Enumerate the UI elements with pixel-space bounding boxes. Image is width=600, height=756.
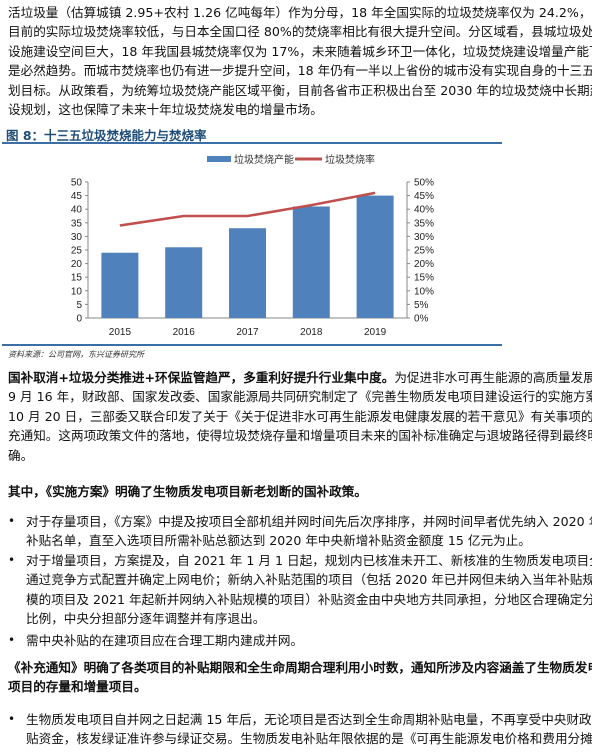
text-line: 充通知。这两项政策文件的落地，使得垃圾焚烧存量和增量项目未来的国补标准确定与退坡…	[8, 428, 592, 444]
right-tick-label: 5%	[414, 300, 429, 311]
x-tick-label: 2017	[236, 327, 259, 338]
text-line: 9 月 16 年，财政部、国家发改委、国家能源局共同研究制定了《完善生物质发电项…	[8, 389, 592, 405]
right-tick-label: 10%	[414, 286, 434, 297]
text-line: 项目的存量和增量项目。	[8, 679, 147, 695]
right-tick-label: 15%	[414, 273, 434, 284]
right-tick-label: 45%	[414, 191, 434, 202]
left-tick-label: 40	[71, 205, 83, 216]
text-line: 其中，《实施方案》明确了生物质发电项目新老划断的国补政策。	[8, 484, 367, 499]
bullet-icon: •	[8, 712, 16, 726]
figure-bottom-rule	[2, 344, 502, 346]
text-line: 确。	[8, 447, 34, 463]
legend-bar-swatch	[207, 156, 231, 162]
text-line: 设规划，这也保障了未来十年垃圾焚烧发电的增量市场。	[8, 101, 323, 117]
bullet-item: 对于存量项目，《方案》中提及按项目全部机组并网时间先后次序排序，并网时间早者优先…	[26, 512, 592, 551]
left-tick-label: 30	[71, 232, 83, 243]
figure-source: 资料来源：公司官网，东兴证券研究所	[8, 350, 144, 359]
figure-title: 图 8：十三五垃圾焚烧能力与焚烧率	[6, 128, 207, 143]
bullet-icon: •	[8, 633, 16, 647]
text-line: 比例，中央分担部分逐年调整并有序退出。	[26, 611, 266, 627]
bullet-item: 生物质发电项目自并网之日起满 15 年后，无论项目是否达到全生命周期补贴电量，不…	[26, 710, 592, 749]
text-line: 通过竞争方式配置并确定上网电价；新纳入补贴范围的项目（包括 2020 年已并网但…	[26, 572, 592, 588]
legend-bar-label: 垃圾焚烧产能	[234, 153, 294, 166]
chart-legend: 垃圾焚烧产能 垃圾焚烧率	[207, 153, 375, 166]
bar-2018	[292, 206, 330, 318]
rate-line	[119, 191, 376, 227]
text-line: 《补充通知》明确了各类项目的补贴期限和全生命周期合理利用小时数，通知所涉及内容涵…	[8, 660, 592, 675]
text-line: 补贴名单，直至入选项目所需补贴总额达到 2020 年中央新增补贴资金额度 15 …	[26, 533, 531, 549]
bar-2019	[356, 195, 394, 318]
text-line: 对于存量项目，《方案》中提及按项目全部机组并网时间先后次序排序，并网时间早者优先…	[26, 514, 592, 529]
right-tick-label: 25%	[414, 246, 434, 257]
bar-2017	[229, 228, 266, 318]
text-line: 是必然趋势。而城市焚烧率也仍有进一步提升空间，18 年仍有一半以上省份的城市没有…	[8, 63, 592, 79]
bullet-item: 需中央补贴的在建项目应在合理工期内建成并网。	[26, 631, 592, 650]
left-tick-label: 35	[71, 218, 83, 229]
left-tick-label: 45	[71, 191, 83, 202]
paragraph-lead: 国补取消+垃圾分类推进+环保监管趋严，多重利好提升行业集中度。	[8, 370, 395, 385]
left-tick-label: 50	[71, 178, 83, 189]
paragraph-2: 国补取消+垃圾分类推进+环保监管趋严，多重利好提升行业集中度。为促进非水可再生能…	[8, 368, 592, 465]
right-tick-label: 0%	[414, 314, 429, 325]
bullet-item: 对于增量项目，方案提及，自 2021 年 1 月 1 日起，规划内已核准未开工、…	[26, 551, 592, 629]
bullet-icon: •	[8, 514, 16, 528]
bullet-icon: •	[8, 553, 16, 567]
text-span: 为促进非水可再生能源的高质量发展，	[394, 370, 592, 385]
combo-chart: 垃圾焚烧产能 垃圾焚烧率 0 5 10 15 20 25 30 35 40 45 50 0% 5% 10%…	[71, 153, 434, 338]
text-line: 国补取消+垃圾分类推进+环保监管趋严，多重利好提升行业集中度。为促进非水可再生能…	[8, 368, 592, 387]
paragraph-3: 其中，《实施方案》明确了生物质发电项目新老划断的国补政策。	[8, 482, 592, 501]
text-line: 10 月 20 日，三部委又联合印发了关于《关于促进非水可再生能源发电健康发展的…	[8, 408, 592, 424]
bar-2016	[165, 247, 203, 318]
left-tick-label: 25	[71, 246, 83, 257]
paragraph-4: 《补充通知》明确了各类项目的补贴期限和全生命周期合理利用小时数，通知所涉及内容涵…	[8, 658, 592, 697]
text-line: 贴资金，核发绿证准许参与绿证交易。生物质发电补贴年限依据的是《可再生能源发电价格…	[26, 731, 592, 747]
text-line: 目前的实际垃圾焚烧率较低，与日本全国口径 80%的焚烧率相比有很大提升空间。分区…	[8, 24, 592, 40]
left-tick-label: 10	[71, 286, 83, 297]
right-tick-label: 35%	[414, 218, 434, 229]
legend-line-label: 垃圾焚烧率	[325, 153, 375, 166]
paragraph-1: 活垃圾量（估算城镇 2.95+农村 1.26 亿吨每年）作为分母，18 年全国实…	[8, 3, 592, 119]
left-tick-label: 20	[71, 259, 83, 270]
left-tick-label: 15	[71, 273, 83, 284]
left-tick-label: 5	[76, 300, 82, 311]
text-line: 对于增量项目，方案提及，自 2021 年 1 月 1 日起，规划内已核准未开工、…	[26, 553, 592, 568]
x-tick-label: 2019	[364, 327, 387, 338]
text-line: 生物质发电项目自并网之日起满 15 年后，无论项目是否达到全生命周期补贴电量，不…	[26, 712, 592, 727]
x-tick-label: 2018	[300, 327, 323, 338]
text-line: 划目标。从政策看，为统筹垃圾焚烧产能区域平衡，目前各省市正积极出台至 2030 …	[8, 82, 592, 98]
figure-top-rule	[2, 142, 502, 144]
text-line: 设施建设空间巨大，18 年我国县城焚烧率仅为 17%，未来随着城乡环卫一体化，垃…	[8, 43, 592, 59]
text-line: 需中央补贴的在建项目应在合理工期内建成并网。	[26, 633, 304, 648]
x-tick-label: 2016	[173, 327, 196, 338]
text-line: 活垃圾量（估算城镇 2.95+农村 1.26 亿吨每年）作为分母，18 年全国实…	[8, 5, 592, 20]
text-line: 模的项目及 2021 年起新并网纳入补贴规模的项目）补贴资金由中央地方共同承担，…	[26, 591, 592, 607]
bar-2015	[101, 252, 139, 318]
right-tick-label: 50%	[414, 178, 434, 189]
right-tick-label: 20%	[414, 259, 434, 270]
right-tick-label: 30%	[414, 232, 434, 243]
right-tick-label: 40%	[414, 205, 434, 216]
left-tick-label: 0	[76, 314, 82, 325]
x-tick-label: 2015	[109, 327, 132, 338]
